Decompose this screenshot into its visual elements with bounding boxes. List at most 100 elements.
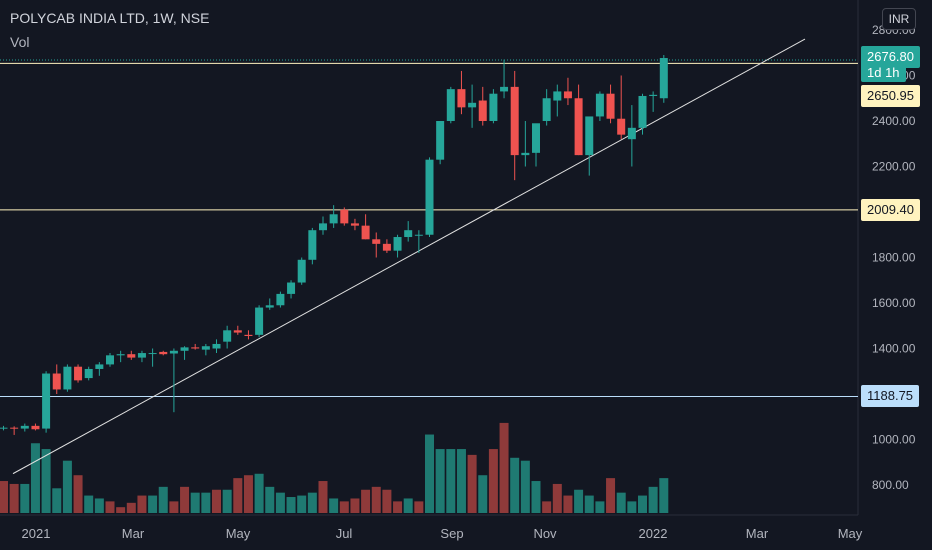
candle-down [31, 425, 40, 430]
volume-bar [563, 495, 573, 513]
volume-bar [137, 495, 147, 513]
volume-bar [158, 486, 168, 513]
time-tick-label: 2022 [639, 526, 668, 541]
trendline-layer [12, 38, 806, 475]
volume-bar [371, 486, 381, 513]
candle-up [276, 293, 285, 306]
volume-bars [0, 422, 669, 513]
volume-bar [20, 483, 30, 513]
volume-bar [339, 501, 349, 513]
countdown-tag: 1d 1h [861, 64, 906, 82]
candle-down [478, 100, 487, 121]
volume-bar [201, 492, 211, 513]
candle-up [436, 121, 445, 160]
candle-up [425, 159, 434, 235]
candle-up [446, 89, 455, 121]
volume-indicator-label[interactable]: Vol [10, 34, 30, 50]
candle-down [52, 373, 61, 390]
currency-button[interactable]: INR [882, 8, 916, 30]
candle-down [372, 239, 381, 244]
volume-bar [414, 501, 424, 513]
grid [0, 0, 859, 516]
hline-top-tag: 2650.95 [861, 85, 920, 107]
candle-up [0, 427, 8, 429]
symbol-title[interactable]: POLYCAB INDIA LTD, 1W, NSE [10, 10, 210, 26]
price-tick-label: 1400.00 [872, 342, 916, 356]
volume-bar [94, 498, 104, 513]
candle-up [627, 127, 636, 140]
hline-mid-tag: 2009.40 [861, 199, 920, 221]
time-tick-label: May [226, 526, 251, 541]
volume-bar [73, 475, 83, 513]
volume-bar [361, 489, 371, 513]
volume-bar [222, 489, 232, 513]
candle-up [595, 93, 604, 117]
candle-down [617, 118, 626, 135]
candle-down [244, 334, 253, 336]
volume-bar [574, 489, 584, 513]
price-tick-label: 2400.00 [872, 114, 916, 128]
volume-bar [307, 492, 317, 513]
volume-bar [499, 422, 509, 513]
time-tick-label: Mar [746, 526, 769, 541]
time-tick-label: Jul [336, 526, 353, 541]
candle-up [542, 98, 551, 121]
hline-low-tag: 1188.75 [861, 385, 920, 407]
volume-bar [318, 481, 328, 513]
volume-bar [606, 478, 616, 513]
candle-up [137, 353, 146, 358]
volume-bar [84, 495, 94, 513]
candle-up [212, 343, 221, 349]
volume-bar [510, 457, 520, 513]
candle-down [574, 98, 583, 156]
volume-bar [52, 488, 62, 513]
candle-up [585, 116, 594, 156]
volume-bar [467, 454, 477, 513]
volume-bar [659, 478, 669, 513]
candle-down [127, 354, 136, 358]
candle-up [255, 307, 264, 335]
candle-up [84, 368, 93, 379]
price-tick-label: 1800.00 [872, 251, 916, 265]
candle-up [201, 346, 210, 350]
volume-bar [9, 483, 19, 513]
time-tick-label: May [838, 526, 863, 541]
candle-down [361, 225, 370, 240]
candle-up [95, 364, 104, 369]
volume-bar [41, 449, 51, 513]
candle-up [308, 230, 317, 260]
candle-down [191, 347, 200, 349]
volume-bar [329, 498, 339, 513]
volume-bar [531, 481, 541, 513]
price-tick-label: 1600.00 [872, 296, 916, 310]
volume-bar [584, 495, 594, 513]
time-tick-label: Mar [122, 526, 145, 541]
volume-bar [446, 449, 456, 513]
volume-bar [233, 478, 243, 513]
candle-up [169, 350, 178, 354]
volume-bar [180, 486, 190, 513]
volume-bar [393, 501, 403, 513]
time-tick-label: Nov [533, 526, 557, 541]
candle-up [42, 373, 51, 429]
time-tick-label: Sep [440, 526, 463, 541]
volume-bar [456, 449, 466, 513]
candle-up [414, 234, 423, 236]
candle-up [180, 347, 189, 351]
volume-bar [488, 449, 498, 513]
candles [0, 55, 668, 435]
volume-bar [190, 492, 200, 513]
candle-down [10, 427, 19, 429]
volume-bar [478, 475, 488, 513]
candle-up [393, 237, 402, 251]
candle-down [340, 209, 349, 224]
volume-bar [0, 481, 8, 513]
candle-up [500, 86, 509, 92]
candle-down [457, 89, 466, 108]
volume-bar [116, 507, 126, 513]
volume-bar [425, 434, 434, 513]
volume-bar [616, 492, 626, 513]
candle-down [159, 351, 168, 355]
volume-bar [243, 475, 253, 513]
